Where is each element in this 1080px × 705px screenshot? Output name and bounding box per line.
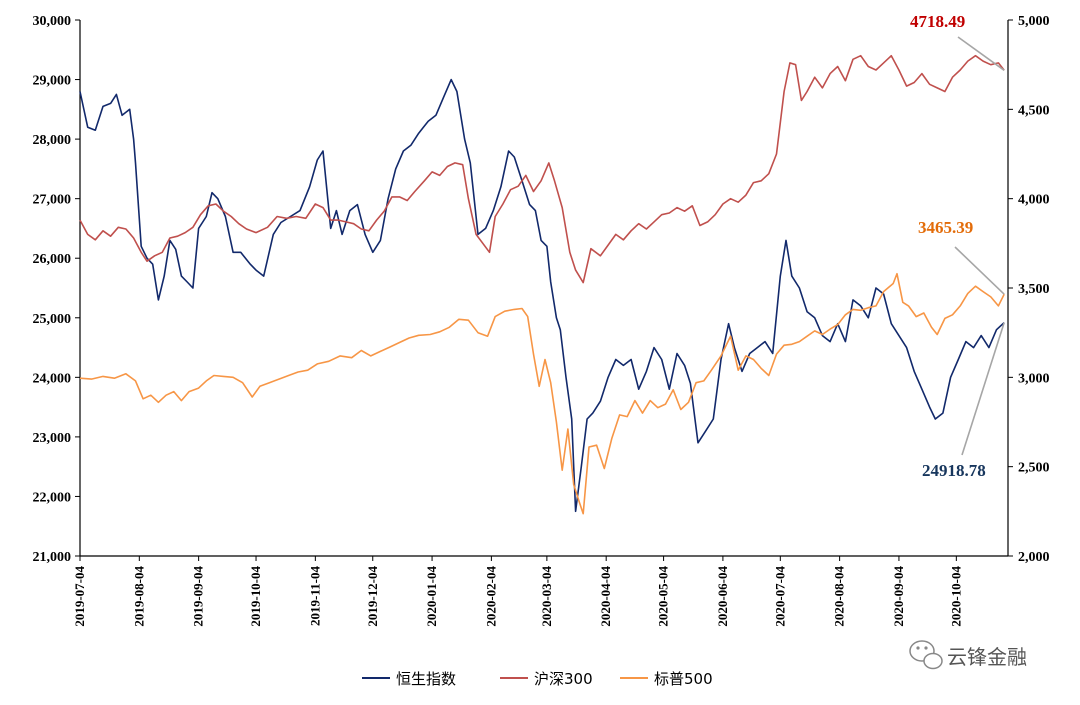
x-tick-label: 2020-06-04 — [715, 566, 730, 627]
right-tick-label: 3,000 — [1018, 371, 1050, 386]
right-tick-label: 4,500 — [1018, 103, 1050, 118]
left-tick-label: 25,000 — [33, 312, 72, 327]
left-tick-label: 27,000 — [33, 193, 72, 208]
legend-label: 恒生指数 — [396, 670, 456, 688]
left-tick-label: 23,000 — [33, 431, 72, 446]
x-tick-label: 2019-12-04 — [365, 566, 380, 627]
x-tick-label: 2020-04-04 — [598, 566, 613, 627]
x-tick-label: 2020-10-04 — [948, 566, 963, 627]
left-tick-label: 29,000 — [33, 74, 72, 89]
annotation-leader-line — [961, 322, 1005, 456]
right-tick-label: 3,500 — [1018, 282, 1050, 297]
left-tick-label: 26,000 — [33, 252, 72, 267]
x-tick-label: 2020-02-04 — [483, 566, 498, 627]
wechat-icon — [909, 640, 943, 670]
x-tick-label: 2019-08-04 — [131, 566, 146, 627]
x-tick-label: 2020-09-04 — [891, 566, 906, 627]
right-tick-label: 4,000 — [1018, 193, 1050, 208]
left-tick-label: 21,000 — [33, 550, 72, 565]
series-line-恒生指数 — [79, 78, 1005, 513]
series-line-沪深300 — [79, 54, 1005, 284]
right-tick-label: 2,500 — [1018, 461, 1050, 476]
right-y-axis: 2,000 2,500 3,000 3,500 4,000 4,500 5,000 — [1007, 14, 1050, 565]
left-tick-label: 28,000 — [33, 133, 72, 148]
annotation-leader-line — [957, 36, 1005, 71]
annotation-leader-line — [954, 246, 1005, 295]
x-axis: 2019-07-04 2019-08-04 2019-09-04 2019-10-04… — [72, 555, 1008, 627]
annotation-label: 4718.49 — [910, 12, 965, 31]
x-tick-label: 2019-09-04 — [191, 566, 206, 627]
x-tick-label: 2019-07-04 — [72, 566, 87, 627]
annotation-label: 3465.39 — [918, 218, 973, 237]
x-tick-label: 2019-10-04 — [248, 566, 263, 627]
x-tick-label: 2020-05-04 — [656, 566, 671, 627]
legend-label: 标普500 — [654, 670, 713, 688]
right-tick-label: 5,000 — [1018, 14, 1050, 29]
left-tick-label: 22,000 — [33, 490, 72, 505]
left-tick-label: 24,000 — [33, 371, 72, 386]
x-tick-label: 2020-07-04 — [772, 566, 787, 627]
x-tick-label: 2019-11-04 — [307, 566, 322, 626]
annotations: 4718.49 3465.39 24918.78 — [910, 12, 1005, 480]
legend: 恒生指数 沪深300 标普500 — [362, 670, 713, 688]
x-tick-label: 2020-01-04 — [424, 566, 439, 627]
x-tick-label: 2020-08-04 — [832, 566, 847, 627]
legend-label: 沪深300 — [534, 670, 593, 688]
left-y-axis: 21,000 22,000 23,000 24,000 25,000 26,000 27,0… — [33, 14, 81, 565]
left-tick-label: 30,000 — [33, 14, 72, 29]
annotation-label: 24918.78 — [922, 461, 986, 480]
right-tick-label: 2,000 — [1018, 550, 1050, 565]
watermark-text: 云锋金融 — [947, 645, 1027, 669]
series-line-标普500 — [79, 272, 1005, 515]
x-tick-label: 2020-03-04 — [539, 566, 554, 627]
watermark: 云锋金融 — [909, 640, 1027, 670]
series-layer — [79, 54, 1005, 515]
